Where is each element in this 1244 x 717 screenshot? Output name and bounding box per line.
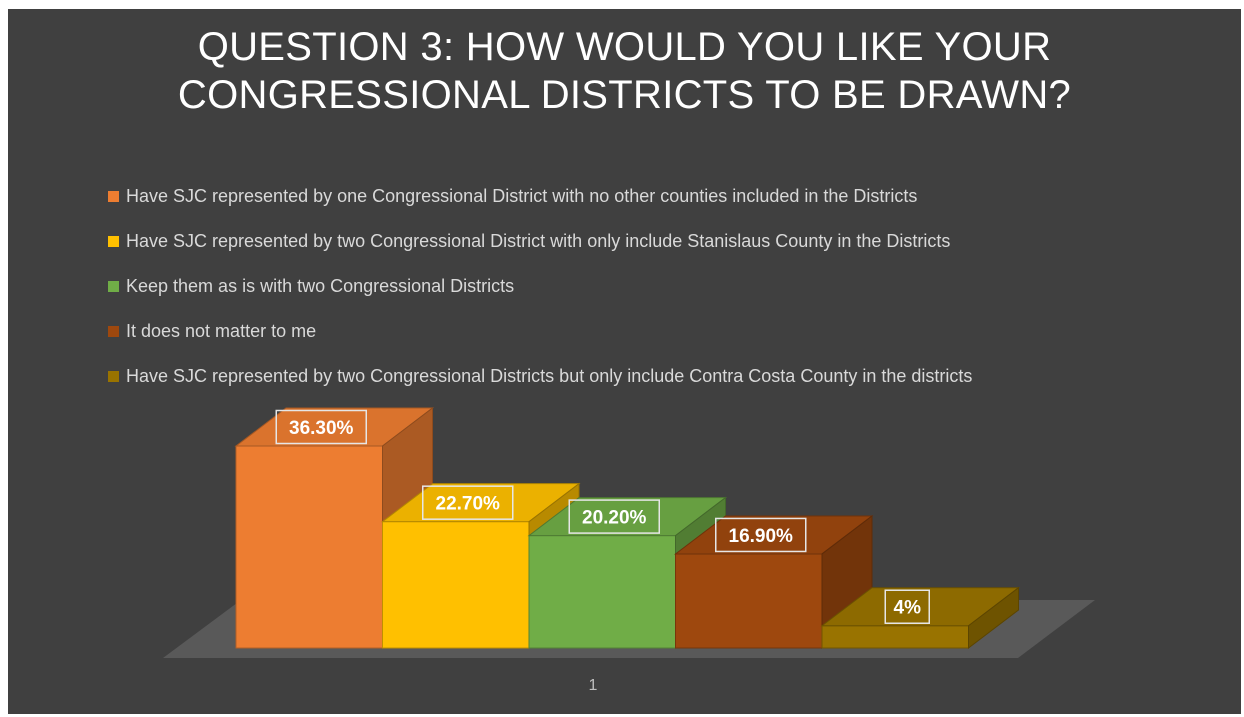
legend-label: Have SJC represented by one Congressiona… (126, 186, 918, 206)
x-tick-label: 1 (588, 677, 598, 694)
bar-front (821, 625, 969, 649)
legend-swatch (108, 236, 119, 247)
legend-swatch (108, 191, 119, 202)
legend-swatch (108, 371, 119, 382)
data-label-box (568, 499, 660, 534)
bar-side (968, 586, 1019, 650)
bar-front (382, 521, 530, 649)
bar-chart-3d: 36.30% 22.70% 20.20% 16.90% 4% (163, 406, 1095, 658)
chart-title: QUESTION 3: HOW WOULD YOU LIKE YOUR CONG… (8, 23, 1241, 119)
data-label: 4% (894, 598, 922, 619)
bar-front (235, 445, 383, 649)
legend-item: Have SJC represented by two Congressiona… (108, 219, 1228, 264)
chart-title-line-1: QUESTION 3: HOW WOULD YOU LIKE YOUR (197, 25, 1052, 69)
data-label: 20.20% (582, 508, 647, 529)
legend-swatch (108, 281, 119, 292)
legend-label: It does not matter to me (126, 321, 317, 341)
data-label-box (275, 409, 367, 445)
chart-title-line-2: CONGRESSIONAL DISTRICTS TO BE DRAWN? (177, 73, 1072, 117)
legend-item: Have SJC represented by two Congressiona… (108, 354, 1228, 399)
data-label-box (884, 589, 930, 624)
legend-label: Have SJC represented by two Congressiona… (126, 366, 973, 386)
data-label-box (422, 485, 514, 520)
chart-area: QUESTION 3: HOW WOULD YOU LIKE YOUR CONG… (8, 9, 1241, 714)
legend-item: It does not matter to me (108, 309, 1228, 354)
legend-item: Have SJC represented by one Congressiona… (108, 174, 1228, 219)
data-label: 36.30% (289, 418, 354, 439)
legend-label: Keep them as is with two Congressional D… (126, 276, 515, 296)
legend-label: Have SJC represented by two Congressiona… (126, 231, 951, 251)
legend: Have SJC represented by one Congressiona… (108, 174, 1228, 399)
data-label-box (715, 517, 807, 553)
bar-front (528, 535, 676, 649)
legend-swatch (108, 326, 119, 337)
legend-item: Keep them as is with two Congressional D… (108, 264, 1228, 309)
bar-front (675, 553, 823, 649)
data-label: 22.70% (436, 494, 501, 515)
data-label: 16.90% (729, 526, 794, 547)
